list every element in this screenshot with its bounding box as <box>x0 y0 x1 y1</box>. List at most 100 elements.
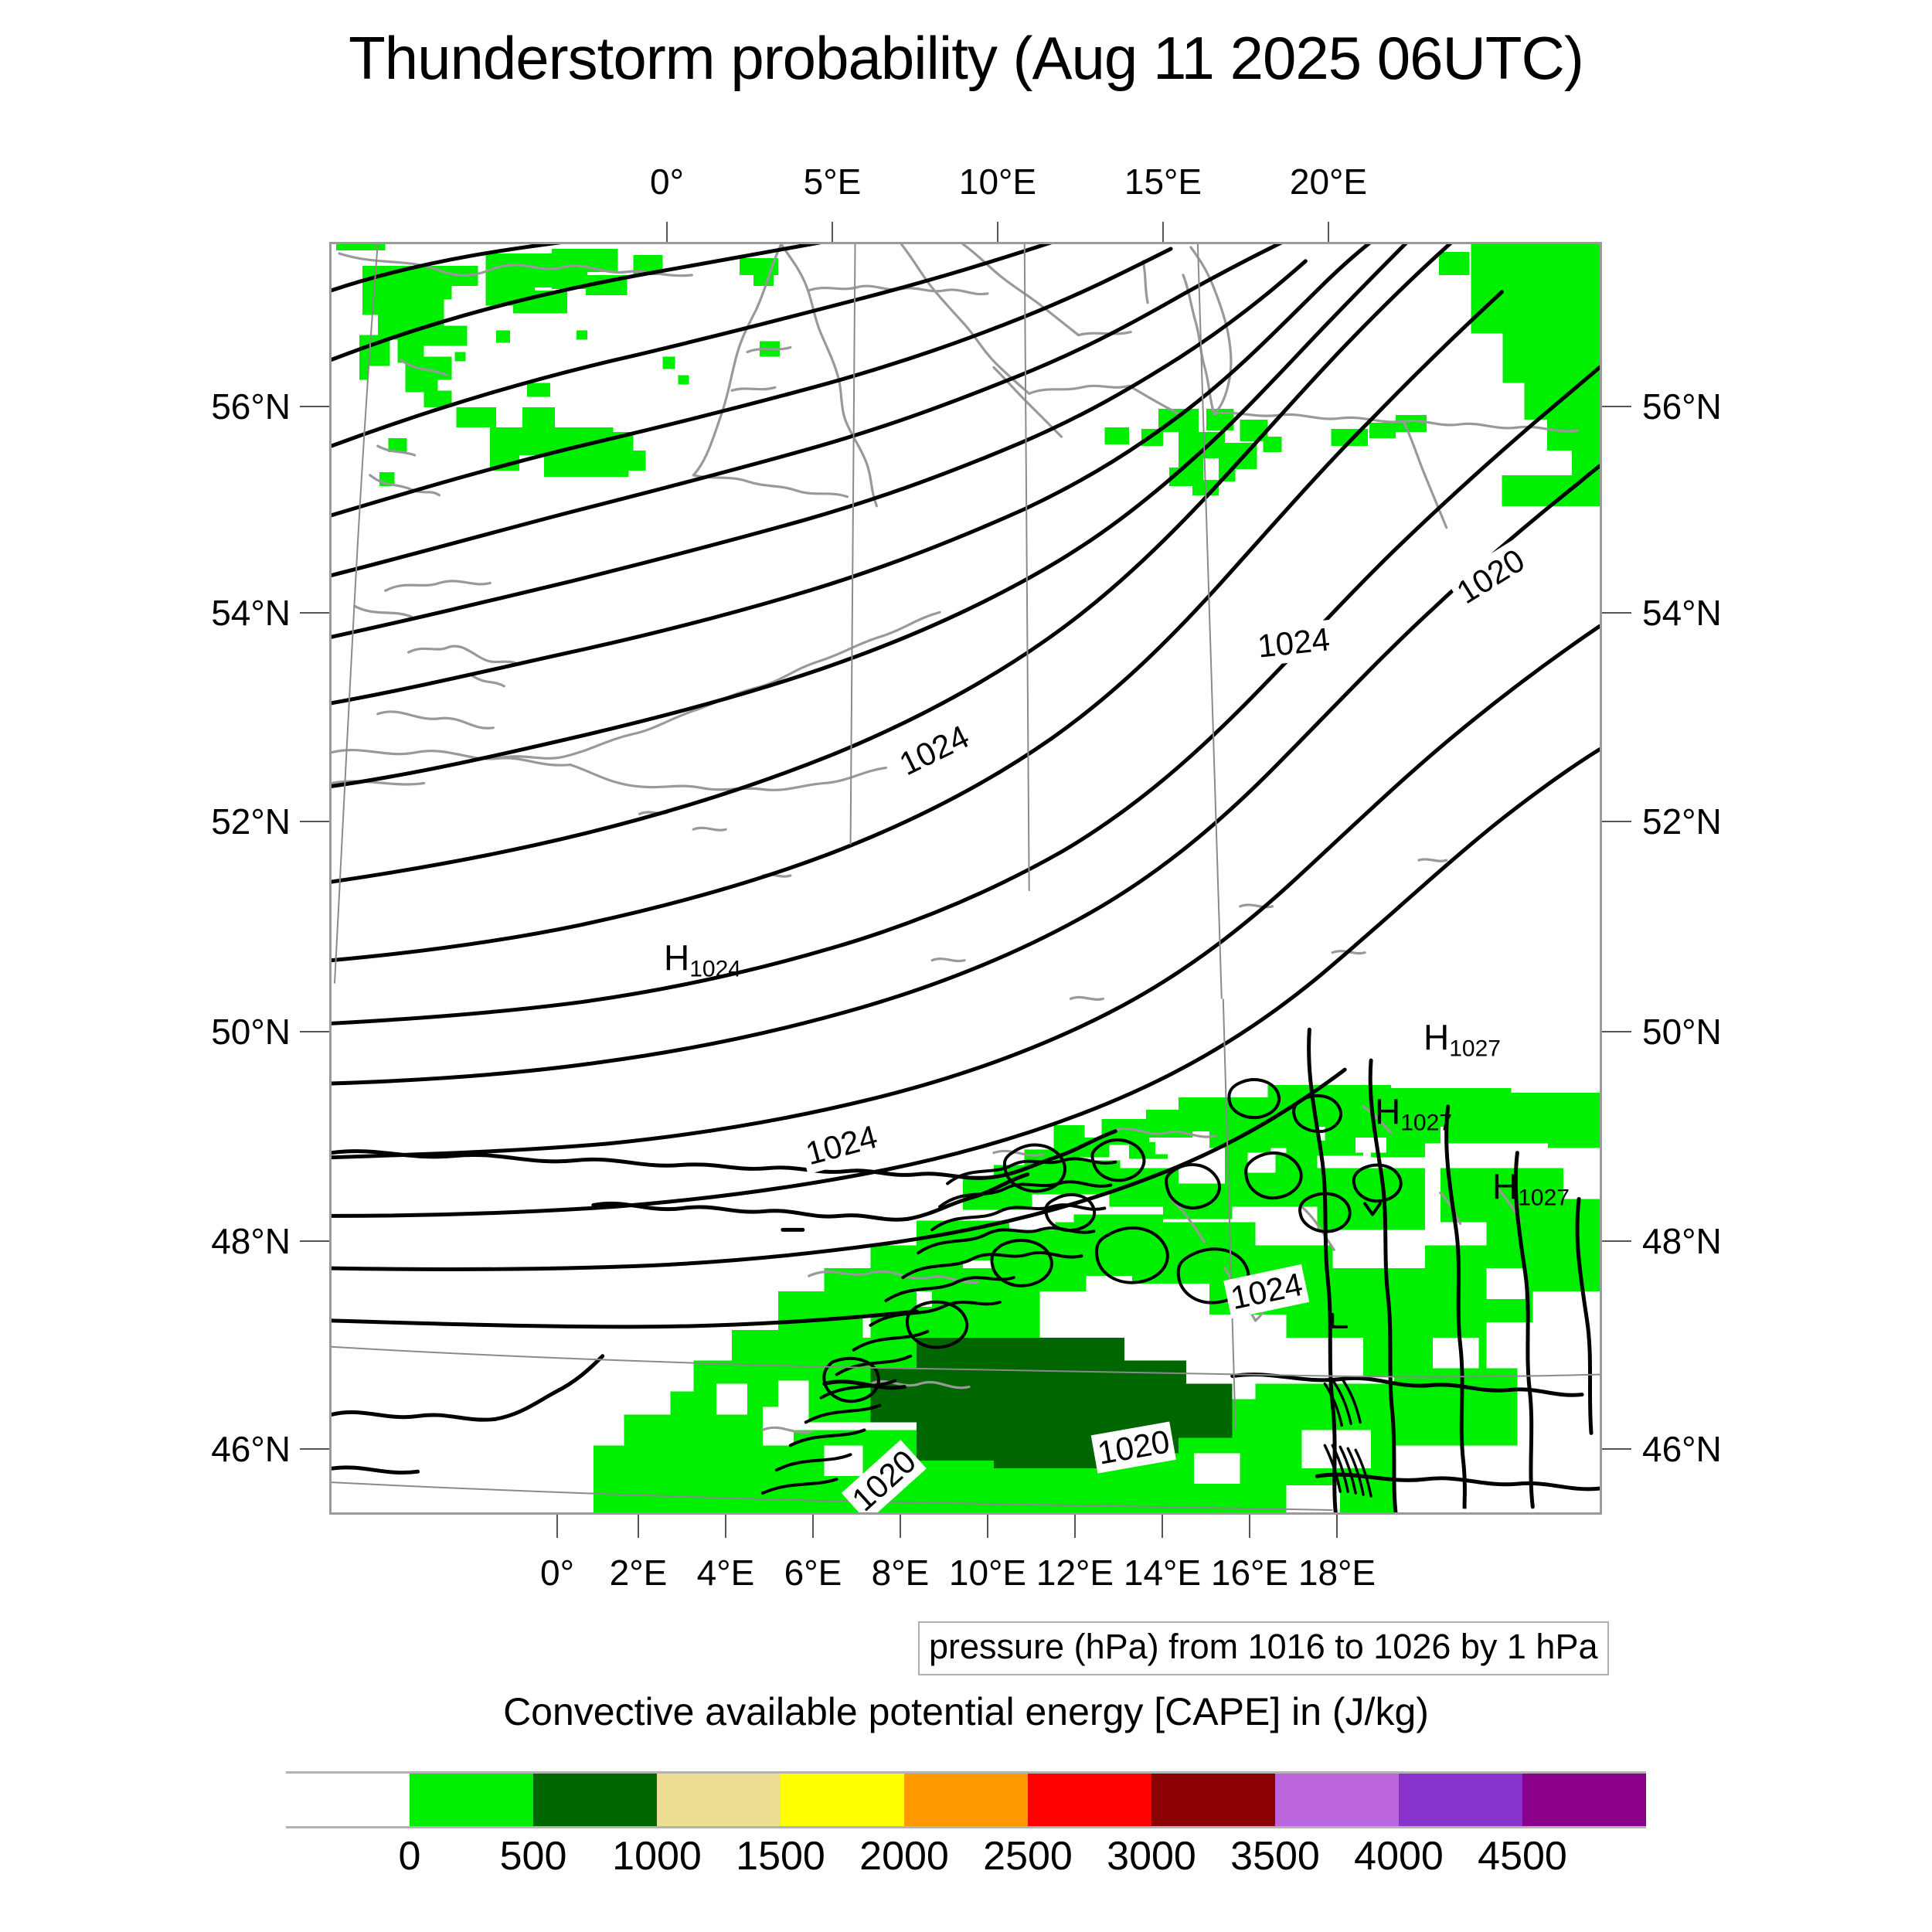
axis-tick-label-left: 46°N <box>211 1429 291 1469</box>
colorbar-swatch[interactable] <box>657 1774 781 1826</box>
colorbar-tick-label: 2000 <box>859 1834 949 1879</box>
colorbar-tick-label: 3500 <box>1230 1834 1320 1879</box>
high-pressure-marker: H1027 <box>1492 1168 1570 1209</box>
axis-tick <box>1602 1031 1631 1032</box>
isobar-layer <box>332 244 1600 1512</box>
colorbar-tick-label: 500 <box>499 1834 567 1879</box>
axis-tick-label-bottom: 14°E <box>1123 1553 1202 1593</box>
axis-tick-label-bottom: 6°E <box>784 1553 842 1593</box>
axis-tick <box>638 1515 639 1538</box>
axis-tick <box>300 612 329 614</box>
axis-tick <box>1336 1515 1338 1538</box>
colorbar-swatch[interactable] <box>1151 1774 1275 1826</box>
axis-tick <box>900 1515 901 1538</box>
axis-tick-label-top: 0° <box>650 162 684 202</box>
colorbar-swatch[interactable] <box>1028 1774 1151 1826</box>
axis-tick-label-top: 20°E <box>1289 162 1368 202</box>
axis-tick <box>832 222 833 242</box>
axis-tick-label-left: 52°N <box>211 801 291 842</box>
colorbar-swatch[interactable] <box>904 1774 1028 1826</box>
colorbar-title: Convective available potential energy [C… <box>503 1690 1429 1733</box>
axis-tick <box>666 222 668 242</box>
axis-tick <box>725 1515 726 1538</box>
colorbar-swatch[interactable] <box>533 1774 657 1826</box>
pressure-center-type: H <box>1423 1017 1450 1058</box>
axis-tick-label-bottom: 10°E <box>948 1553 1027 1593</box>
axis-tick-label-right: 50°N <box>1642 1012 1722 1052</box>
colorbar-swatch[interactable] <box>410 1774 533 1826</box>
colorbar-swatch[interactable] <box>1522 1774 1646 1826</box>
axis-tick-label-bottom: 16°E <box>1210 1553 1289 1593</box>
colorbar-swatch[interactable] <box>1399 1774 1522 1826</box>
colorbar-tick-label: 2500 <box>983 1834 1073 1879</box>
axis-tick <box>1602 612 1631 614</box>
axis-tick <box>1249 1515 1250 1538</box>
colorbar-tick-label: 0 <box>398 1834 421 1879</box>
pressure-legend-box: pressure (hPa) from 1016 to 1026 by 1 hP… <box>918 1621 1609 1675</box>
axis-tick <box>300 1448 329 1450</box>
pressure-center-value: 1024 <box>689 956 741 982</box>
colorbar-tick-labels: 0 500 1000 1500 2000 2500 3000 3500 4000 4500 <box>286 1833 1646 1887</box>
axis-tick <box>987 1515 988 1538</box>
axis-tick-label-right: 46°N <box>1642 1429 1722 1469</box>
axis-tick-label-right: 48°N <box>1642 1221 1722 1261</box>
pressure-center-type: H <box>1461 1509 1487 1512</box>
high-pressure-marker: H1027 <box>1423 1019 1501 1060</box>
axis-tick <box>1602 821 1631 822</box>
page-title: Thunderstorm probability (Aug 11 2025 06… <box>349 24 1584 92</box>
colorbar-swatch[interactable] <box>286 1774 410 1826</box>
high-pressure-marker: H1026 <box>1457 1509 1543 1512</box>
map-plot-area: 10201024102410241024102010201024 H1024H1… <box>329 242 1602 1515</box>
axis-tick-label-left: 50°N <box>211 1012 291 1052</box>
axis-tick <box>1162 1515 1163 1538</box>
axis-tick <box>1602 406 1631 407</box>
axis-tick <box>300 1240 329 1242</box>
axis-tick <box>1074 1515 1076 1538</box>
axis-tick <box>1162 222 1164 242</box>
colorbar-tick-label: 4500 <box>1478 1834 1567 1879</box>
axis-tick-label-right: 52°N <box>1642 801 1722 842</box>
pressure-center-value: 1027 <box>1518 1185 1570 1211</box>
axis-tick <box>997 222 998 242</box>
axis-tick-label-bottom: 18°E <box>1298 1553 1376 1593</box>
cape-shading-holes <box>716 1137 1572 1512</box>
axis-tick <box>300 1031 329 1032</box>
axis-tick-label-left: 48°N <box>211 1221 291 1261</box>
colorbar-swatch[interactable] <box>781 1774 904 1826</box>
axis-tick-label-right: 56°N <box>1642 386 1722 427</box>
axis-tick-label-bottom: 8°E <box>871 1553 930 1593</box>
axis-tick-label-top: 10°E <box>958 162 1037 202</box>
colorbar[interactable] <box>286 1771 1646 1828</box>
colorbar-tick-label: 1500 <box>736 1834 825 1879</box>
axis-tick <box>1602 1448 1631 1450</box>
axis-tick <box>1328 222 1329 242</box>
axis-tick-label-left: 54°N <box>211 593 291 633</box>
graticule-layer <box>332 244 1600 1512</box>
axis-tick <box>812 1515 814 1538</box>
pressure-center-type: H <box>664 937 690 978</box>
colorbar-tick-label: 1000 <box>612 1834 702 1879</box>
colorbar-tick-label: 3000 <box>1107 1834 1196 1879</box>
axis-tick <box>300 821 329 822</box>
axis-tick <box>300 406 329 407</box>
high-pressure-marker: H1024 <box>664 940 741 981</box>
axis-tick-label-bottom: 2°E <box>609 1553 668 1593</box>
axis-tick-label-top: 5°E <box>803 162 862 202</box>
axis-tick-label-top: 15°E <box>1124 162 1202 202</box>
axis-tick-label-right: 54°N <box>1642 593 1722 633</box>
high-pressure-marker: H1027 <box>1375 1094 1452 1134</box>
pressure-center-value: 1027 <box>1400 1110 1452 1136</box>
map-canvas <box>332 244 1600 1512</box>
colorbar-swatch[interactable] <box>1275 1774 1399 1826</box>
colorbar-tick-label: 4000 <box>1354 1834 1444 1879</box>
axis-tick-label-bottom: 4°E <box>696 1553 755 1593</box>
axis-tick-label-bottom: 0° <box>540 1553 574 1593</box>
axis-tick-label-bottom: 12°E <box>1036 1553 1114 1593</box>
pressure-center-value: 1027 <box>1449 1036 1501 1062</box>
coastline-layer <box>332 244 1579 1434</box>
pressure-center-type: L <box>1009 1513 1029 1515</box>
pressure-center-type: H <box>1375 1091 1401 1132</box>
pressure-center-type: H <box>1492 1166 1519 1207</box>
cape-shading-dark-layer <box>870 1337 1233 1469</box>
axis-tick <box>556 1515 558 1538</box>
